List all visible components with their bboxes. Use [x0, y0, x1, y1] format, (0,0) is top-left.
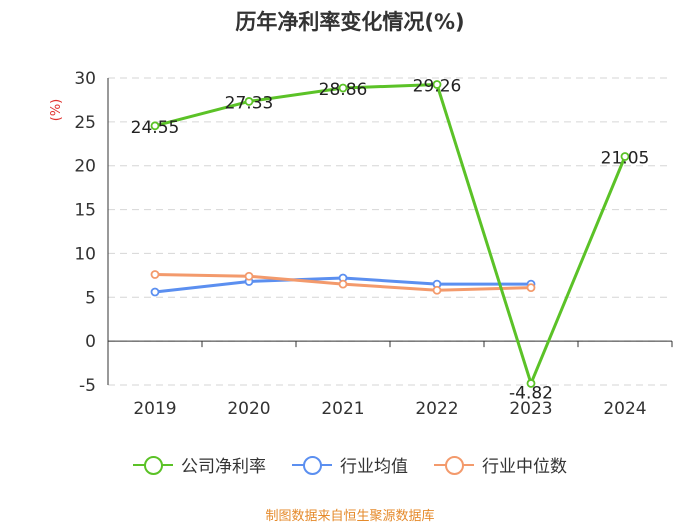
- y-tick-label: 20: [74, 157, 96, 177]
- data-label: 27.33: [225, 93, 274, 113]
- data-label: -4.82: [509, 383, 553, 403]
- data-point: [338, 83, 348, 93]
- x-tick-label: 2023: [509, 399, 552, 419]
- data-point: [432, 80, 442, 89]
- data-point: [526, 283, 536, 293]
- legend-label: 行业均值: [340, 457, 408, 477]
- chart-title: 历年净利率变化情况(%): [235, 10, 465, 34]
- data-label: 24.55: [131, 118, 180, 138]
- y-axis-label: (%): [49, 99, 64, 122]
- x-tick-label: 2019: [133, 399, 176, 419]
- data-point: [150, 270, 160, 279]
- data-label: 29.26: [413, 76, 462, 96]
- data-label: 21.05: [601, 149, 650, 169]
- y-tick-label: 30: [74, 69, 96, 89]
- legend-label: 行业中位数: [482, 457, 567, 477]
- y-tick-label: 10: [74, 244, 96, 264]
- data-point: [150, 287, 160, 297]
- x-tick-label: 2021: [321, 399, 364, 419]
- data-point: [338, 279, 348, 289]
- legend-marker-icon: [434, 455, 474, 475]
- x-tick-label: 2024: [603, 399, 646, 419]
- y-tick-label: 5: [85, 288, 96, 308]
- y-tick-label: -5: [79, 376, 96, 396]
- series-line-0: [154, 82, 627, 385]
- data-point: [620, 152, 630, 161]
- y-tick-label: 15: [74, 201, 96, 221]
- y-tick-label: 25: [74, 113, 96, 133]
- x-tick-label: 2020: [227, 399, 270, 419]
- source-note: 制图数据来自恒生聚源数据库: [265, 509, 435, 524]
- data-point: [150, 121, 160, 131]
- legend: 公司净利率 行业均值 行业中位数: [0, 452, 700, 477]
- legend-item[interactable]: 行业中位数: [434, 452, 567, 477]
- y-tick-label: 0: [85, 332, 96, 352]
- data-label: 28.86: [319, 80, 368, 100]
- data-point: [244, 271, 254, 281]
- data-point: [432, 285, 442, 295]
- data-point: [526, 379, 536, 388]
- legend-item[interactable]: 公司净利率: [133, 452, 266, 477]
- x-tick-label: 2022: [415, 399, 458, 419]
- legend-item[interactable]: 行业均值: [292, 452, 408, 477]
- legend-label: 公司净利率: [181, 457, 266, 477]
- legend-marker-icon: [292, 455, 332, 475]
- legend-marker-icon: [133, 455, 173, 475]
- data-point: [244, 97, 254, 106]
